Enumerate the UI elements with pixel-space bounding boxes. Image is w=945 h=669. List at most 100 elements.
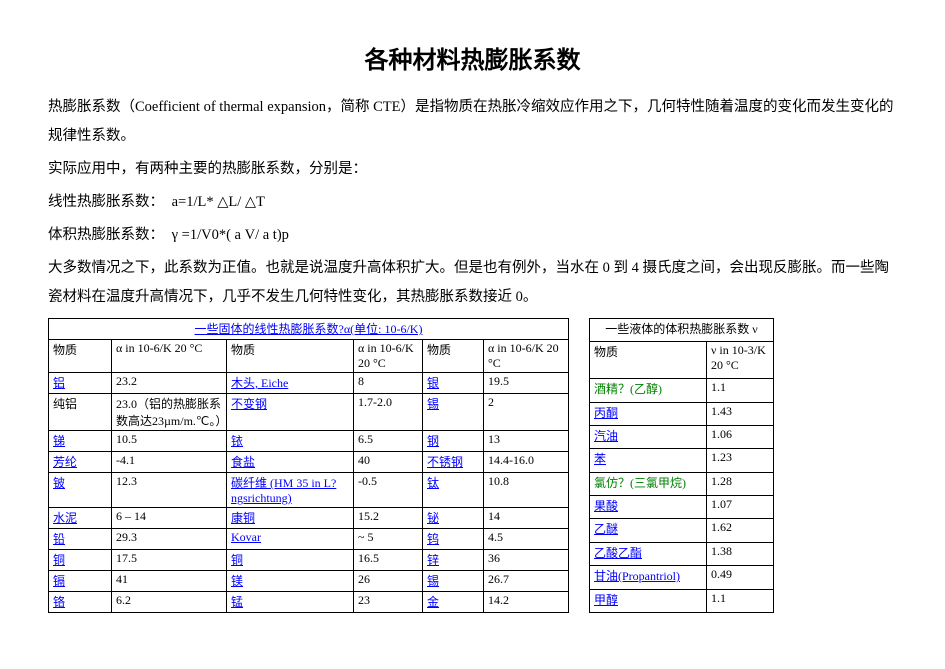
table-cell: 1.23 bbox=[707, 449, 774, 472]
table-cell[interactable]: 康铜 bbox=[227, 508, 354, 529]
table-row: 纯铝23.0（铝的热膨胀系数高达23µm/m.℃。）不变钢1.7-2.0锡2 bbox=[49, 394, 569, 431]
solid-col-value-3: α in 10-6/K 20 °C bbox=[484, 340, 569, 373]
table-cell: 36 bbox=[484, 550, 569, 571]
table-cell: 12.3 bbox=[112, 473, 227, 508]
table-cell[interactable]: 钢 bbox=[423, 431, 484, 452]
table-cell: 29.3 bbox=[112, 529, 227, 550]
intro-paragraph-3: 大多数情况之下，此系数为正值。也就是说温度升高体积扩大。但是也有例外，当水在 0… bbox=[48, 254, 897, 312]
solid-column-headers: 物质 α in 10-6/K 20 °C 物质 α in 10-6/K 20 °… bbox=[49, 340, 569, 373]
table-cell: 17.5 bbox=[112, 550, 227, 571]
table-row: 水泥6 – 14康铜15.2铋14 bbox=[49, 508, 569, 529]
table-cell[interactable]: 镁 bbox=[227, 571, 354, 592]
solid-table-header[interactable]: 一些固体的线性热膨胀系数?α(单位: 10-6/K) bbox=[49, 319, 569, 340]
table-cell: 1.43 bbox=[707, 402, 774, 425]
table-cell[interactable]: 乙醚 bbox=[590, 519, 707, 542]
solid-col-value-1: α in 10-6/K 20 °C bbox=[112, 340, 227, 373]
table-cell: 6 – 14 bbox=[112, 508, 227, 529]
table-cell[interactable]: 不锈钢 bbox=[423, 452, 484, 473]
table-cell[interactable]: 金 bbox=[423, 592, 484, 613]
table-cell: 6.2 bbox=[112, 592, 227, 613]
table-cell[interactable]: 果酸 bbox=[590, 496, 707, 519]
table-cell[interactable]: 木头, Eiche bbox=[227, 373, 354, 394]
table-cell: -0.5 bbox=[354, 473, 423, 508]
table-cell[interactable]: 乙酸乙酯 bbox=[590, 542, 707, 565]
table-cell[interactable]: 锡 bbox=[423, 571, 484, 592]
table-cell[interactable]: 甘油(Propantriol) bbox=[590, 566, 707, 589]
table-cell: 23.0（铝的热膨胀系数高达23µm/m.℃。） bbox=[112, 394, 227, 431]
liquid-cte-table: 一些液体的体积热膨胀系数 ν 物质 ν in 10-3/K 20 °C 酒精？(… bbox=[589, 318, 774, 613]
table-cell: 19.5 bbox=[484, 373, 569, 394]
table-cell[interactable]: 银 bbox=[423, 373, 484, 394]
table-cell[interactable]: 汽油 bbox=[590, 425, 707, 448]
table-cell: 14 bbox=[484, 508, 569, 529]
table-cell: 4.5 bbox=[484, 529, 569, 550]
table-cell[interactable]: 氯仿？(三氯甲烷) bbox=[590, 472, 707, 495]
table-row: 甲醇1.1 bbox=[590, 589, 774, 613]
table-cell: 8 bbox=[354, 373, 423, 394]
solid-col-value-2: α in 10-6/K 20 °C bbox=[354, 340, 423, 373]
table-cell[interactable]: 甲醇 bbox=[590, 589, 707, 613]
table-cell: 14.2 bbox=[484, 592, 569, 613]
table-cell: 1.1 bbox=[707, 589, 774, 613]
table-cell: 1.1 bbox=[707, 379, 774, 402]
table-cell: 10.5 bbox=[112, 431, 227, 452]
table-cell: ~ 5 bbox=[354, 529, 423, 550]
table-cell: 10.8 bbox=[484, 473, 569, 508]
liquid-col-material: 物质 bbox=[590, 342, 707, 379]
table-cell[interactable]: 铋 bbox=[423, 508, 484, 529]
table-cell: 13 bbox=[484, 431, 569, 452]
table-row: 铜17.5铜16.5锌36 bbox=[49, 550, 569, 571]
table-cell: 26 bbox=[354, 571, 423, 592]
table-row: 镉41镁26锡26.7 bbox=[49, 571, 569, 592]
table-cell[interactable]: 食盐 bbox=[227, 452, 354, 473]
table-row: 乙酸乙酯1.38 bbox=[590, 542, 774, 565]
table-cell[interactable]: 水泥 bbox=[49, 508, 112, 529]
table-cell[interactable]: 芳纶 bbox=[49, 452, 112, 473]
table-cell[interactable]: 铍 bbox=[49, 473, 112, 508]
table-cell[interactable]: 锰 bbox=[227, 592, 354, 613]
liquid-column-headers: 物质 ν in 10-3/K 20 °C bbox=[590, 342, 774, 379]
table-cell: 23 bbox=[354, 592, 423, 613]
table-cell[interactable]: Kovar bbox=[227, 529, 354, 550]
table-cell: -4.1 bbox=[112, 452, 227, 473]
table-cell[interactable]: 铝 bbox=[49, 373, 112, 394]
table-cell[interactable]: 锑 bbox=[49, 431, 112, 452]
table-cell[interactable]: 钛 bbox=[423, 473, 484, 508]
table-cell[interactable]: 铱 bbox=[227, 431, 354, 452]
table-cell: 26.7 bbox=[484, 571, 569, 592]
table-cell[interactable]: 锡 bbox=[423, 394, 484, 431]
table-cell[interactable]: 铅 bbox=[49, 529, 112, 550]
table-cell[interactable]: 铜 bbox=[227, 550, 354, 571]
table-cell[interactable]: 铬 bbox=[49, 592, 112, 613]
table-row: 铬6.2锰23金14.2 bbox=[49, 592, 569, 613]
table-cell[interactable]: 铜 bbox=[49, 550, 112, 571]
volume-cte-line: 体积热膨胀系数： γ =1/V0*( а V/ а t)p bbox=[48, 221, 897, 250]
table-cell: 14.4-16.0 bbox=[484, 452, 569, 473]
intro-paragraph-1: 热膨胀系数（Coefficient of thermal expansion，简… bbox=[48, 93, 897, 151]
table-row: 铝23.2木头, Eiche8银19.5 bbox=[49, 373, 569, 394]
table-cell: 40 bbox=[354, 452, 423, 473]
table-row: 甘油(Propantriol)0.49 bbox=[590, 566, 774, 589]
table-cell[interactable]: 丙酮 bbox=[590, 402, 707, 425]
table-row: 铅29.3Kovar~ 5钨4.5 bbox=[49, 529, 569, 550]
table-row: 锑10.5铱6.5钢13 bbox=[49, 431, 569, 452]
linear-cte-formula: a=1/L* △L/ △T bbox=[172, 194, 265, 210]
table-cell[interactable]: 镉 bbox=[49, 571, 112, 592]
table-cell[interactable]: 苯 bbox=[590, 449, 707, 472]
table-cell: 16.5 bbox=[354, 550, 423, 571]
table-cell[interactable]: 锌 bbox=[423, 550, 484, 571]
volume-cte-label: 体积热膨胀系数： bbox=[48, 221, 168, 250]
table-cell: 2 bbox=[484, 394, 569, 431]
table-cell[interactable]: 钨 bbox=[423, 529, 484, 550]
table-row: 芳纶-4.1食盐40不锈钢14.4-16.0 bbox=[49, 452, 569, 473]
liquid-table-header: 一些液体的体积热膨胀系数 ν bbox=[590, 319, 774, 342]
table-cell[interactable]: 不变钢 bbox=[227, 394, 354, 431]
table-cell[interactable]: 酒精？(乙醇) bbox=[590, 379, 707, 402]
intro-paragraph-2: 实际应用中，有两种主要的热膨胀系数，分别是： bbox=[48, 155, 897, 184]
table-row: 果酸1.07 bbox=[590, 496, 774, 519]
table-cell: 23.2 bbox=[112, 373, 227, 394]
table-cell[interactable]: 碳纤维 (HM 35 in L?ngsrichtung) bbox=[227, 473, 354, 508]
solid-col-material-2: 物质 bbox=[227, 340, 354, 373]
table-row: 丙酮1.43 bbox=[590, 402, 774, 425]
solid-col-material-1: 物质 bbox=[49, 340, 112, 373]
